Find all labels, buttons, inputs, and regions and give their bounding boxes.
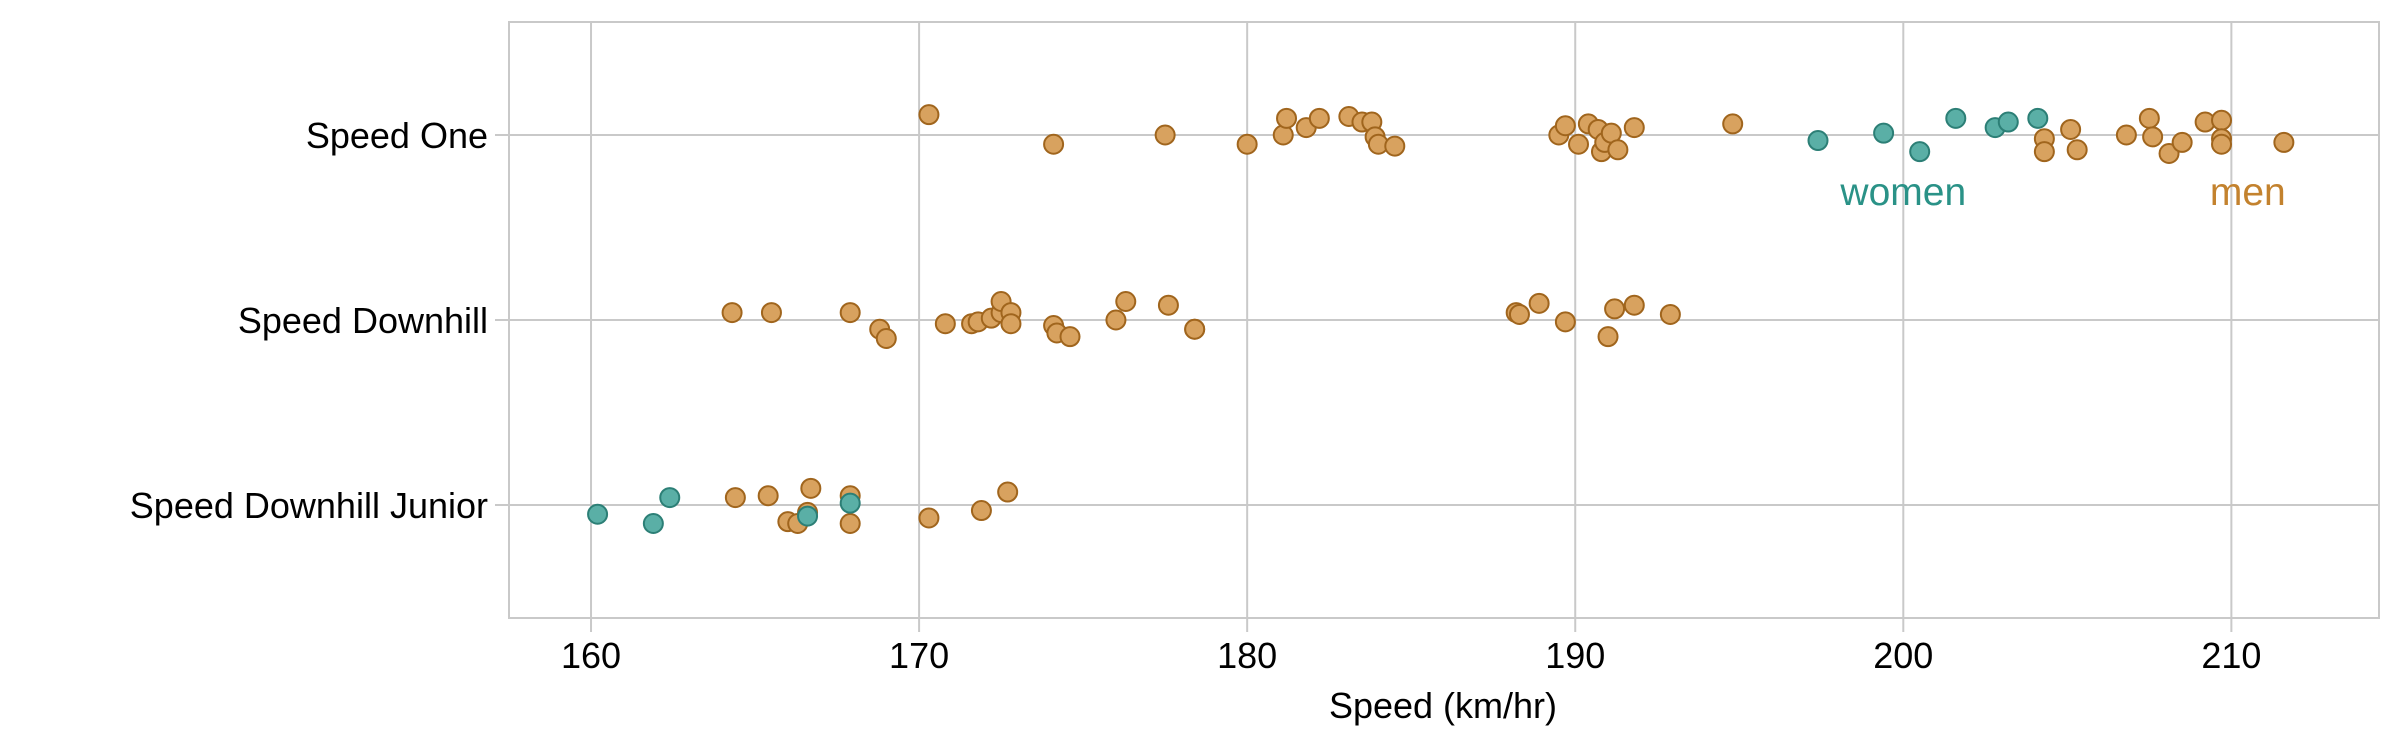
series-annotations: women men (1839, 171, 2285, 214)
men-point-73 (800, 477, 822, 499)
women-point-11 (839, 492, 861, 514)
men-point-61 (1508, 303, 1530, 325)
men-point-3 (1236, 133, 1258, 155)
men-point-0 (918, 104, 940, 126)
x-axis-title: Speed (km/hr) (1329, 685, 1557, 726)
women-point-8 (642, 513, 664, 534)
x-tick-label-180: 180 (1217, 635, 1277, 676)
category-labels: Speed One Speed Downhill Speed Downhill Ju… (130, 115, 488, 526)
men-point-62 (1528, 292, 1550, 314)
men-point-38 (2273, 131, 2295, 153)
men-point-37 (2211, 133, 2233, 155)
women-point-9 (659, 487, 681, 509)
men-point-35 (2211, 109, 2233, 131)
men-point-57 (1157, 294, 1179, 316)
men-point-78 (997, 481, 1019, 503)
men-point-27 (2060, 118, 2082, 140)
men-point-76 (918, 507, 940, 529)
women-point-0 (1807, 130, 1829, 152)
men-point-44 (934, 313, 956, 335)
category-label-0: Speed One (306, 115, 488, 156)
men-point-55 (1105, 309, 1127, 331)
men-point-4 (1272, 124, 1294, 146)
men-point-16 (1568, 133, 1590, 155)
grid-lines (495, 22, 2379, 632)
men-point-1 (1043, 133, 1065, 155)
men-point-23 (1623, 117, 1645, 139)
men-point-65 (1604, 298, 1626, 320)
men-point-67 (1659, 303, 1681, 325)
men-point-24 (1722, 113, 1744, 135)
x-tick-label-170: 170 (889, 635, 949, 676)
men-point-28 (2066, 139, 2088, 161)
men-point-29 (2115, 124, 2137, 146)
women-point-3 (1945, 107, 1967, 129)
men-point-69 (757, 485, 779, 507)
x-tick-label-200: 200 (1873, 635, 1933, 676)
plot-frame (508, 21, 2380, 619)
category-label-2: Speed Downhill Junior (130, 485, 488, 526)
men-point-7 (1308, 107, 1330, 129)
x-tick-label-190: 190 (1545, 635, 1605, 676)
men-point-5 (1276, 107, 1298, 129)
men-point-63 (1554, 311, 1576, 333)
men-point-66 (1623, 294, 1645, 316)
women-annotation: women (1839, 171, 1966, 214)
men-point-43 (875, 328, 897, 349)
x-tick-label-160: 160 (561, 635, 621, 676)
men-point-33 (2171, 131, 2193, 153)
men-point-77 (970, 500, 992, 522)
x-tick-labels: 160 170 180 190 200 210 (561, 635, 2261, 676)
men-point-56 (1115, 291, 1137, 312)
men-point-31 (2142, 126, 2164, 148)
women-point-7 (587, 503, 609, 525)
men-annotation: men (2210, 171, 2286, 214)
men-point-26 (2033, 141, 2055, 163)
men-point-51 (1000, 313, 1022, 335)
men-point-64 (1597, 326, 1619, 348)
men-point-75 (839, 513, 861, 534)
men-point-68 (724, 487, 746, 509)
men-point-40 (760, 302, 782, 324)
men-point-54 (1059, 326, 1081, 348)
men-point-59 (1184, 318, 1206, 340)
men-point-30 (2138, 107, 2160, 129)
men-point-15 (1554, 115, 1576, 137)
men-point-2 (1154, 124, 1176, 146)
data-points (587, 104, 2295, 534)
x-tick-label-210: 210 (2201, 635, 2261, 676)
women-point-6 (2027, 107, 2049, 129)
men-point-32 (2158, 143, 2180, 164)
men-point-39 (721, 302, 743, 324)
women-point-2 (1909, 141, 1931, 163)
women-point-10 (797, 505, 819, 527)
men-point-22 (1607, 139, 1629, 161)
men-point-41 (839, 302, 861, 324)
women-point-1 (1873, 122, 1895, 144)
men-point-13 (1384, 135, 1406, 157)
category-label-1: Speed Downhill (238, 300, 488, 341)
women-point-5 (1997, 111, 2019, 133)
